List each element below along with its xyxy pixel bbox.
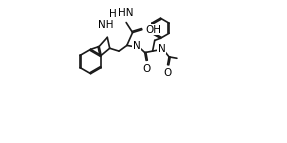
Text: HN: HN (109, 9, 125, 19)
Text: N: N (158, 44, 166, 54)
Text: OH: OH (146, 25, 162, 35)
Text: O: O (143, 64, 151, 74)
Text: O: O (164, 68, 172, 78)
Text: HN: HN (118, 8, 133, 18)
Text: N: N (133, 41, 141, 51)
Text: NH: NH (98, 20, 114, 30)
